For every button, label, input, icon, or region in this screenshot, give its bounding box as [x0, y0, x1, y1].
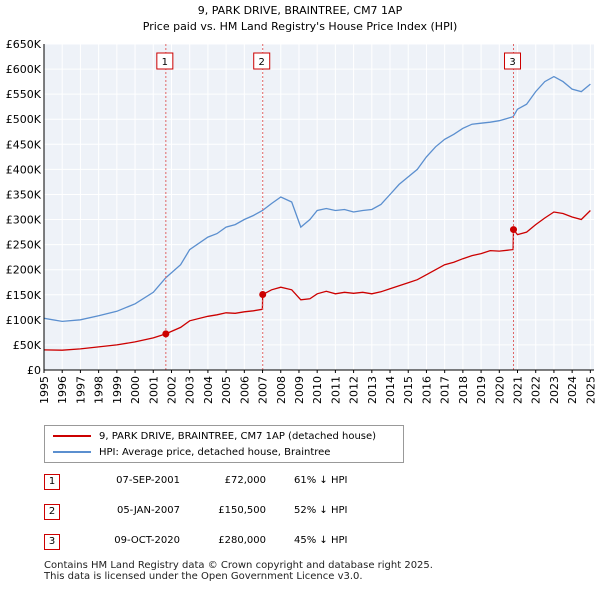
sale-label-number: 1	[162, 57, 168, 68]
x-tick-label: 1998	[93, 376, 106, 404]
x-tick-label: 2022	[530, 376, 543, 404]
sale-markers: 1 2 3	[156, 44, 522, 370]
x-tick-label: 1995	[38, 376, 51, 404]
sale-price: £150,500	[218, 505, 266, 516]
x-tick-label: 2009	[293, 376, 306, 404]
sale-number: 3	[44, 534, 60, 550]
sale-hpi-diff: 45% ↓ HPI	[294, 535, 348, 546]
x-tick-label: 2004	[202, 376, 215, 404]
y-tick-label: £100K	[6, 314, 42, 327]
footer: Contains HM Land Registry data © Crown c…	[44, 560, 433, 582]
y-tick-label: £450K	[6, 138, 42, 151]
x-tick-label: 2010	[311, 376, 324, 404]
sale-label-number: 2	[259, 57, 265, 68]
sale-label-number: 3	[509, 57, 515, 68]
footer-copyright: Contains HM Land Registry data © Crown c…	[44, 560, 433, 571]
x-tick-label: 1999	[111, 376, 124, 404]
sale-point	[510, 226, 518, 234]
y-tick-label: £50K	[13, 339, 42, 352]
sale-date: 09-OCT-2020	[114, 535, 180, 546]
y-tick-label: £250K	[6, 239, 42, 252]
sale-point	[162, 330, 170, 338]
x-tick-label: 2016	[420, 376, 433, 404]
legend-swatch-property	[53, 435, 91, 437]
x-tick-label: 2000	[129, 376, 142, 404]
legend: 9, PARK DRIVE, BRAINTREE, CM7 1AP (detac…	[44, 425, 404, 463]
x-tick-label: 2019	[475, 376, 488, 404]
y-tick-label: £650K	[6, 38, 42, 51]
sale-label-box	[253, 52, 271, 70]
legend-item-property: 9, PARK DRIVE, BRAINTREE, CM7 1AP (detac…	[53, 428, 376, 444]
x-tick-label: 2001	[147, 376, 160, 404]
y-tick-label: £200K	[6, 264, 42, 277]
price-chart: 9, PARK DRIVE, BRAINTREE, CM7 1AP Price …	[6, 4, 598, 404]
sale-date: 05-JAN-2007	[116, 505, 180, 516]
x-tick-label: 2003	[184, 376, 197, 404]
legend-label-property: 9, PARK DRIVE, BRAINTREE, CM7 1AP (detac…	[99, 430, 377, 442]
sale-price: £280,000	[218, 535, 266, 546]
sale-number: 1	[44, 474, 60, 490]
legend-label-hpi: HPI: Average price, detached house, Brai…	[99, 446, 331, 458]
sale-hpi-diff: 52% ↓ HPI	[294, 505, 348, 516]
x-tick-label: 2021	[512, 376, 525, 404]
x-tick-label: 1997	[74, 376, 87, 404]
y-tick-label: £0	[27, 364, 41, 377]
y-tick-label: £550K	[6, 88, 42, 101]
x-tick-label: 2015	[402, 376, 415, 404]
y-tick-label: £350K	[6, 188, 42, 201]
sale-date: 07-SEP-2001	[116, 475, 180, 486]
x-tick-label: 2007	[257, 376, 270, 404]
x-tick-label: 2006	[238, 376, 251, 404]
x-tick-label: 2012	[348, 376, 361, 404]
y-tick-label: £600K	[6, 63, 42, 76]
x-tick-label: 1996	[56, 376, 69, 404]
legend-item-hpi: HPI: Average price, detached house, Brai…	[53, 444, 330, 460]
y-tick-label: £300K	[6, 214, 42, 227]
legend-swatch-hpi	[53, 451, 91, 453]
x-tick-label: 2020	[493, 376, 506, 404]
x-tick-label: 2017	[439, 376, 452, 404]
x-tick-label: 2024	[566, 376, 579, 404]
x-tick-label: 2018	[457, 376, 470, 404]
chart-subtitle: Price paid vs. HM Land Registry's House …	[143, 20, 458, 33]
plot-area	[44, 44, 594, 370]
series-line	[43, 75, 591, 323]
x-tick-label: 2002	[165, 376, 178, 404]
y-tick-label: £500K	[6, 113, 42, 126]
x-tick-label: 2005	[220, 376, 233, 404]
axes: £0 £50K £100K £150K £200K £250K £300K £350K £400…	[6, 38, 598, 404]
y-tick-label: £150K	[6, 289, 42, 302]
x-tick-label: 2023	[548, 376, 561, 404]
sale-price: £72,000	[224, 475, 266, 486]
x-tick-label: 2008	[275, 376, 288, 404]
grid	[43, 43, 594, 371]
chart-title: 9, PARK DRIVE, BRAINTREE, CM7 1AP	[198, 4, 403, 17]
sale-label-box	[504, 52, 522, 70]
x-tick-label: 2013	[366, 376, 379, 404]
footer-licence: This data is licensed under the Open Gov…	[44, 571, 363, 582]
y-tick-label: £400K	[6, 163, 42, 176]
sale-label-box	[156, 52, 174, 70]
x-tick-label: 2011	[329, 376, 342, 404]
x-tick-label: 2014	[384, 376, 397, 404]
sale-point	[259, 291, 267, 299]
x-tick-label: 2025	[584, 376, 597, 404]
sale-hpi-diff: 61% ↓ HPI	[294, 475, 348, 486]
sale-number: 2	[44, 504, 60, 520]
